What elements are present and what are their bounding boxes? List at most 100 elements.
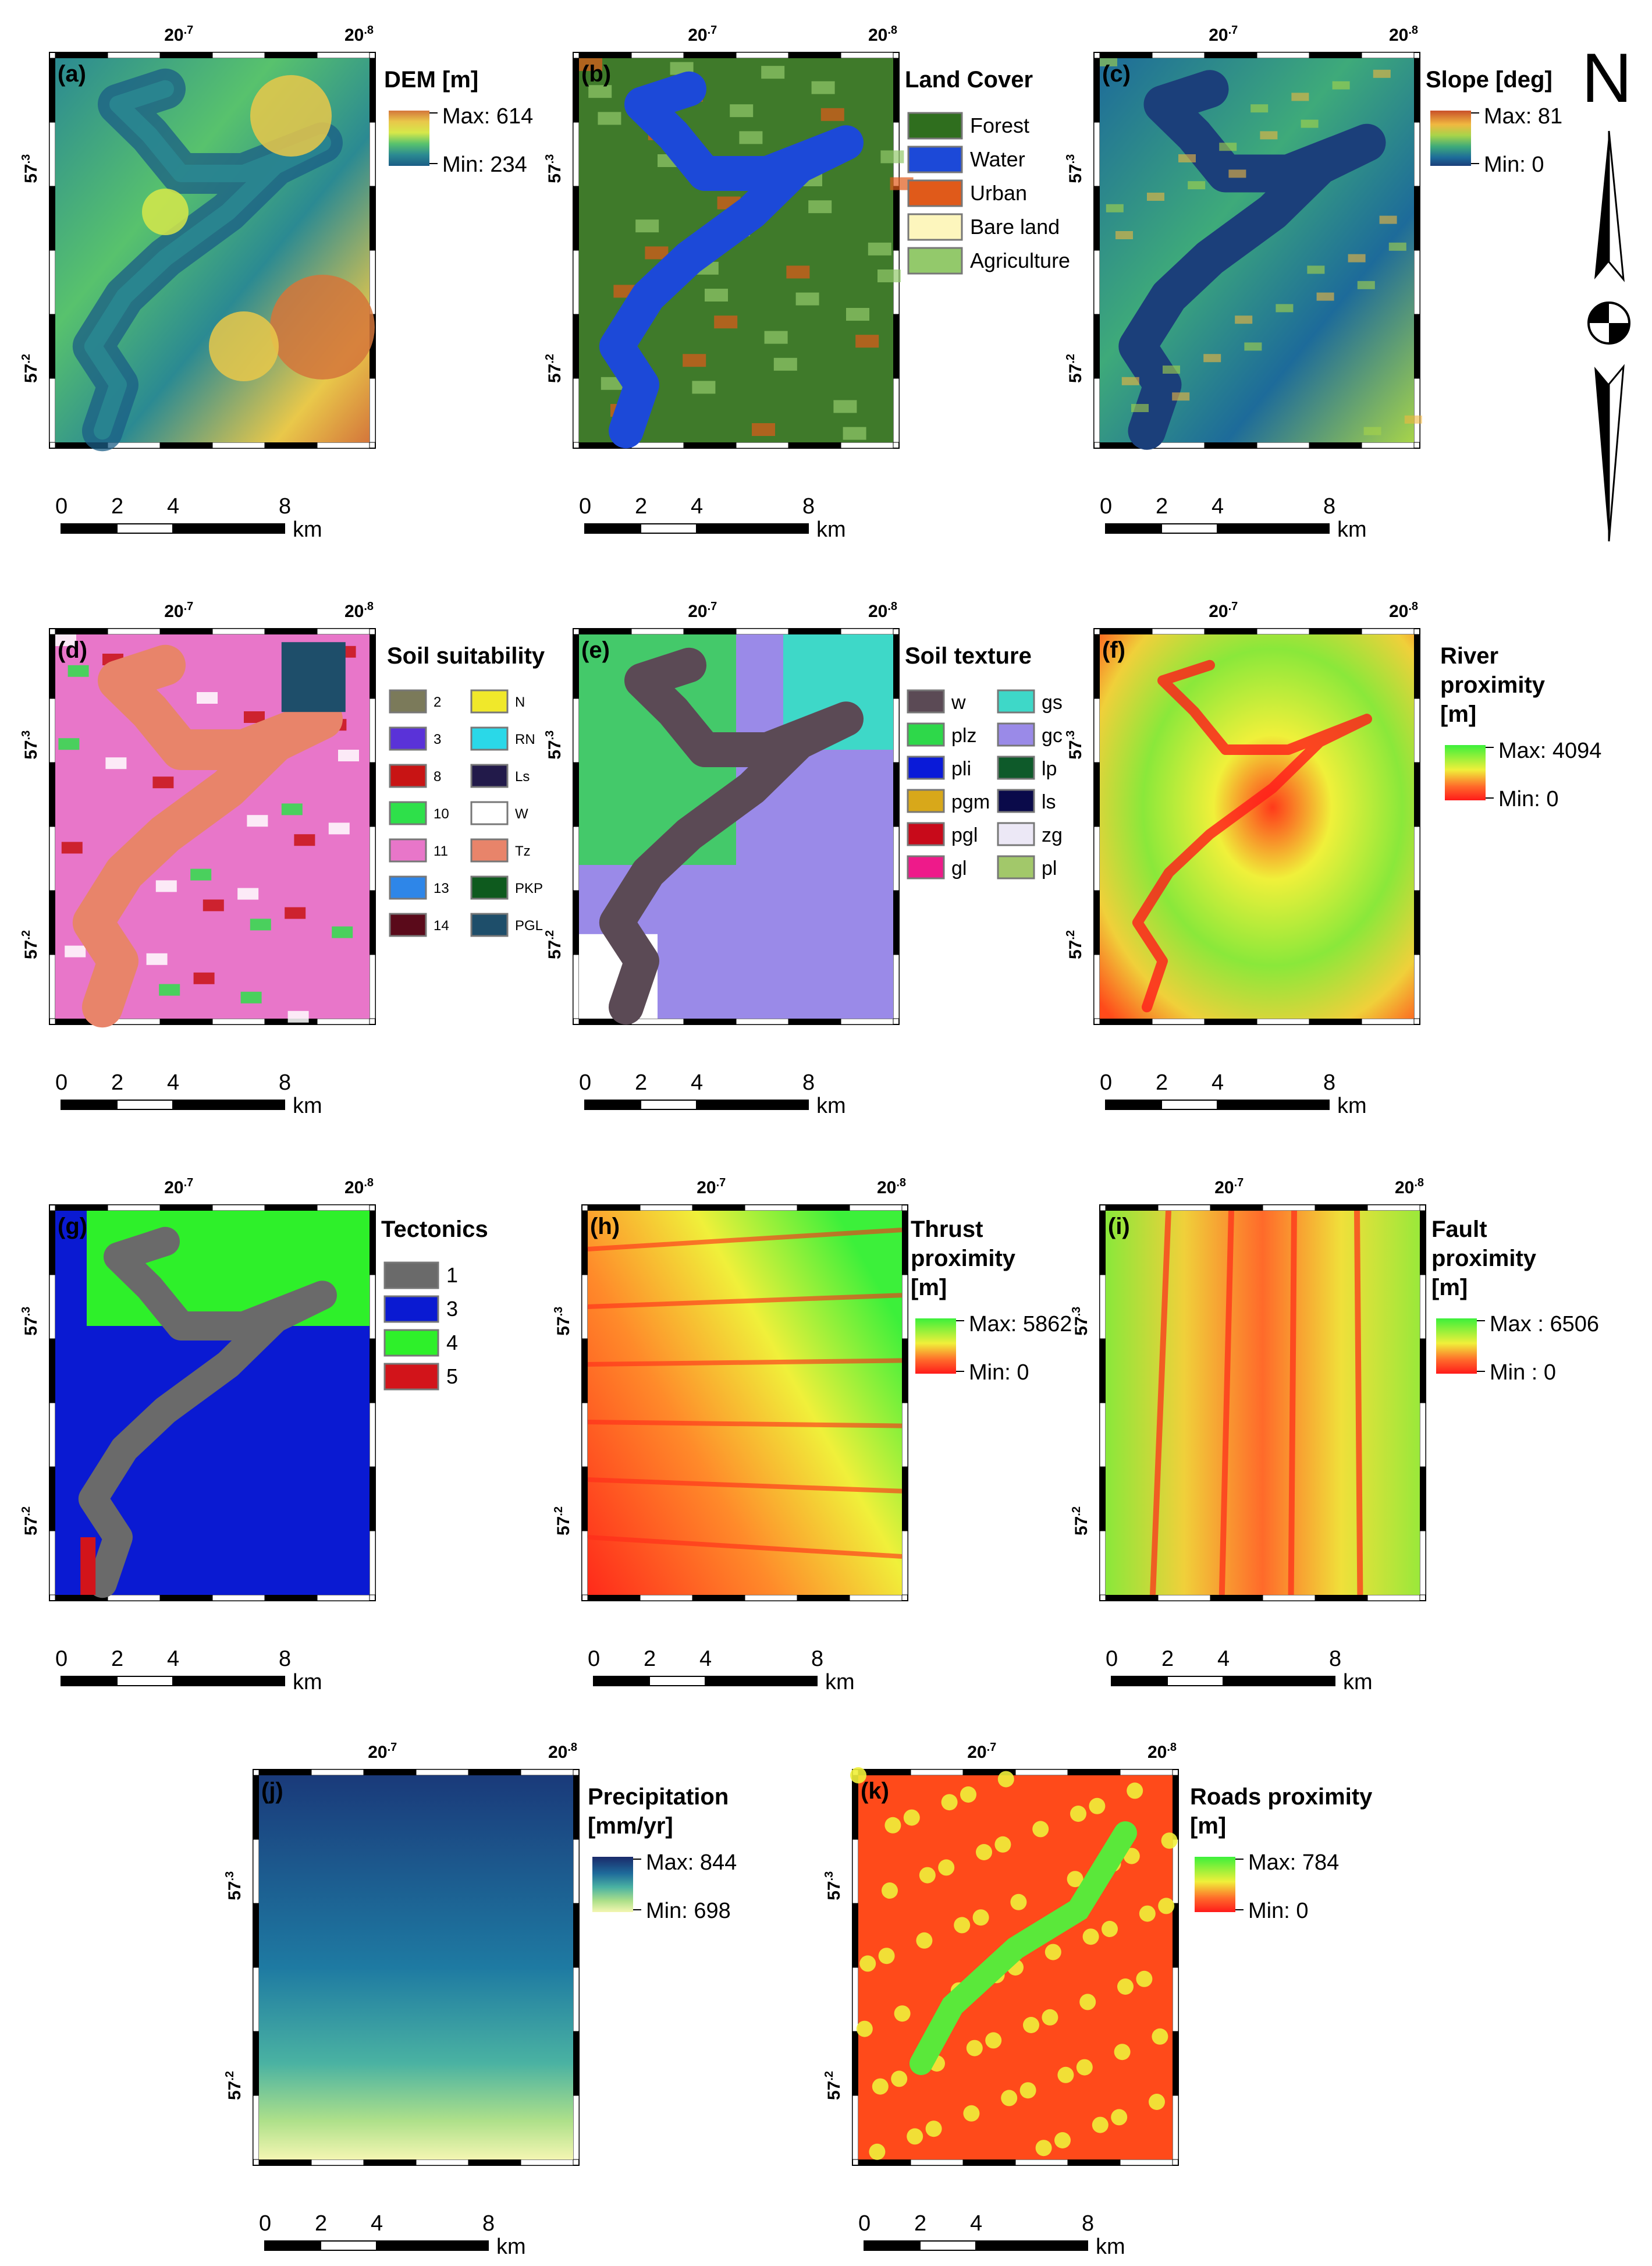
slope-patch [1363,427,1381,435]
legend-class-label: Tz [515,843,531,859]
fault-line [1150,1210,1171,1595]
legend-color-ramp [1436,1318,1477,1374]
legend-swatch [383,1261,439,1289]
lon-tick-label: 20.8 [548,1741,577,1762]
scalebar-tick-label: 4 [1217,1647,1230,1671]
soil-patch [190,868,212,881]
lon-tick-label: 20.7 [1214,1176,1244,1197]
land-patch [683,354,706,367]
legend-swatch [383,1363,439,1391]
slope-patch [1244,342,1262,351]
legend-class-label: RN [515,732,535,747]
legend-swatch [907,756,945,780]
road-gap [869,2143,886,2160]
lat-tick-label: 57.3 [223,1871,244,1900]
legend-min-label: Min: 0 [1248,1899,1308,1923]
map-panel-b: (b) 20.7 20.8 57.3 57.2 0 2 4 8km Land Cover Fores… [543,24,1070,542]
lat-tick-label: 57.2 [223,2071,244,2100]
lon-tick-label: 20.7 [688,600,717,621]
legend-swatch [470,689,509,714]
slope-patch [1357,281,1375,289]
soil-patch [237,888,259,900]
lat-tick-label: 57.3 [552,1307,573,1336]
legend-swatch [907,179,963,207]
road-gap [878,1948,895,1964]
slope-patch [1100,58,1117,66]
scalebar [864,2240,1088,2251]
land-patch [598,112,621,125]
scalebar [1111,1676,1335,1686]
lat-tick-label: 57.2 [552,1506,573,1536]
legend-class-label: w [951,691,966,714]
road-gap [1149,2094,1165,2110]
scalebar-tick-label: 8 [279,1070,291,1095]
legend-swatch [383,1295,439,1323]
legend-min-label: Min: 0 [969,1360,1029,1385]
scalebar-tick-label: 2 [914,2211,926,2236]
road-gap [859,1955,876,1972]
map-panel-c: (c) 20.7 20.8 57.3 57.2 0 2 4 8km Slope [deg] Max:… [1064,24,1562,542]
soil-patch [155,880,177,892]
road-gap [907,2128,923,2145]
legend-swatch [389,689,427,714]
scalebar-tick-label: 8 [279,1647,291,1671]
land-patch [635,219,659,233]
land-patch [820,108,844,121]
road-gap [1001,2090,1018,2107]
lat-tick-label: 57.3 [543,730,564,760]
lat-tick-label: 57.2 [20,354,41,383]
legend-class-label: zg [1042,824,1063,846]
road-gap [1123,1847,1140,1864]
soil-patch [338,750,359,761]
lon-tick-label: 20.7 [164,1176,193,1197]
far-from-roads-zone [910,1821,1137,2075]
panel-label: (a) [58,61,86,87]
road-gap [872,2078,889,2095]
slope-patch [1379,215,1397,224]
scalebar-tick-label: 2 [635,1070,647,1095]
tectonic-zone [80,1537,96,1595]
legend-swatch [389,875,427,900]
soil-patch [247,815,268,827]
legend-title: Tectonics [381,1217,488,1242]
scalebar-tick-label: 8 [1329,1647,1341,1671]
legend-class-label: pgl [951,824,978,846]
legend-swatch [389,801,427,825]
land-patch [833,400,857,413]
scalebar-tick-label: 0 [55,494,67,519]
panel-label: (h) [590,1214,620,1239]
scalebar [1105,1100,1330,1110]
slope-patch [1250,104,1269,113]
legend-title: Soil texture [905,643,1032,669]
thrust-line [587,1420,903,1428]
scalebar-unit: km [816,517,846,542]
fault-line [1354,1210,1363,1595]
map-raster [588,1211,902,1595]
legend-title: [m] [911,1275,947,1300]
fault-line [1288,1210,1297,1595]
legend-title: Thrust [911,1217,983,1242]
legend-swatch [907,722,945,747]
lon-tick-label: 20.7 [697,1176,726,1197]
slope-patch [1301,119,1319,128]
panel-label: (c) [1102,61,1131,87]
scalebar-unit: km [293,1094,322,1118]
road-gap [976,1844,992,1860]
road-gap [1057,2066,1074,2083]
river-shape [1118,70,1386,450]
road-gap [925,2120,942,2137]
panel-label: (e) [581,637,610,663]
legend-class-label: 3 [434,732,441,747]
road-gap [1127,1782,1143,1799]
legend-max-label: Max: 81 [1484,104,1562,129]
scalebar-tick-label: 2 [635,494,647,519]
road-gap [972,1909,989,1926]
legend-class-label: pgm [951,791,990,813]
road-gap [1158,1898,1175,1914]
road-gap [997,1771,1014,1788]
scalebar-tick-label: 4 [1212,494,1224,519]
scalebar-tick-label: 4 [699,1647,712,1671]
legend-class-label: N [515,694,525,710]
slope-patch [1307,265,1325,274]
land-patch [795,292,819,306]
